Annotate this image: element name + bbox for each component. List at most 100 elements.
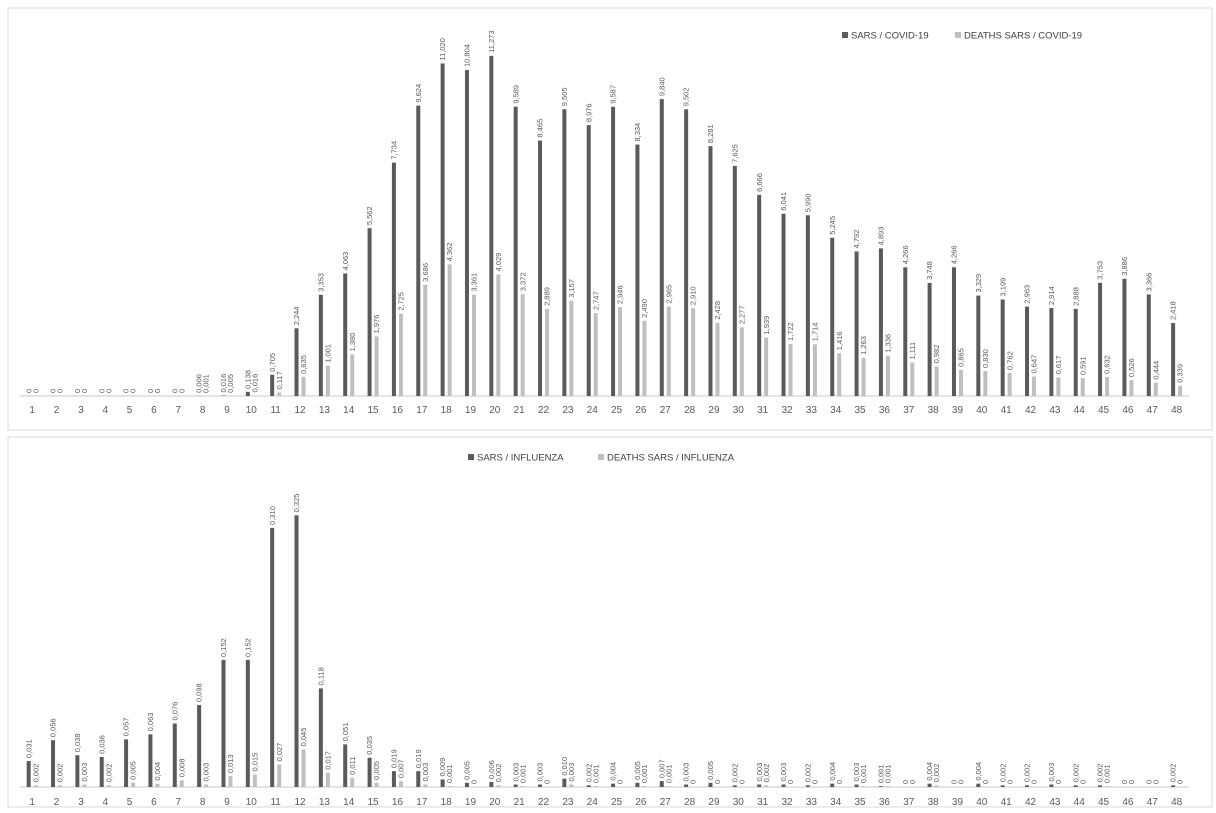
- data-label-deaths: 2,889: [543, 287, 552, 306]
- data-label-deaths: 0: [1005, 780, 1014, 784]
- data-label-main: 8,976: [584, 103, 593, 122]
- data-label-main: 0,004: [609, 762, 618, 781]
- bar-main: [878, 786, 883, 787]
- data-label-main: 0,056: [49, 718, 58, 737]
- data-label-deaths: 0,001: [1103, 764, 1112, 783]
- bar-main: [391, 162, 396, 396]
- bar-main: [951, 267, 956, 396]
- data-label-main: 0,031: [24, 739, 33, 758]
- data-label-main: 0,002: [730, 764, 739, 783]
- data-label-deaths: 0: [129, 389, 138, 393]
- data-label-deaths: 0,002: [56, 764, 65, 783]
- bar-main: [1025, 306, 1030, 396]
- data-label-main: 0,005: [706, 761, 715, 780]
- data-label-main: 9,502: [682, 88, 691, 107]
- data-label-main: 11,273: [487, 30, 496, 52]
- data-label-main: 0,002: [1096, 764, 1105, 783]
- bar-deaths: [398, 781, 403, 787]
- bar-deaths: [33, 785, 38, 787]
- data-label-deaths: 0: [957, 780, 966, 784]
- data-label-deaths: 1,380: [348, 333, 357, 352]
- bar-main: [684, 784, 689, 787]
- bar-deaths: [861, 786, 866, 787]
- data-label-main: 9,624: [414, 84, 423, 103]
- data-label-main: 3,366: [1144, 273, 1153, 292]
- bar-main: [708, 782, 713, 787]
- data-label-main: 5,245: [828, 216, 837, 235]
- bar-main: [221, 659, 226, 787]
- data-label-deaths: 0,027: [275, 743, 284, 762]
- bar-deaths: [1153, 382, 1158, 396]
- bar-deaths: [1056, 377, 1061, 396]
- bar-deaths: [618, 307, 623, 396]
- bar-deaths: [447, 264, 452, 396]
- bar-deaths: [715, 322, 720, 396]
- x-tick-label: 21: [514, 797, 526, 808]
- data-label-main: 11,020: [438, 38, 447, 60]
- data-label-deaths: 0: [1127, 780, 1136, 784]
- bar-main: [197, 705, 202, 787]
- data-label-main: 0: [1144, 780, 1153, 784]
- data-label-deaths: 0: [616, 780, 625, 784]
- x-tick-label: 24: [587, 405, 599, 416]
- data-label-main: 0,002: [1169, 764, 1178, 783]
- bar-deaths: [374, 336, 379, 396]
- x-tick-label: 32: [781, 405, 793, 416]
- data-label-main: 0,007: [657, 759, 666, 778]
- data-label-deaths: 0: [31, 389, 40, 393]
- data-label-deaths: 2,946: [616, 285, 625, 304]
- data-label-main: 2,963: [1023, 285, 1032, 304]
- data-label-deaths: 0,003: [80, 763, 89, 782]
- data-label-deaths: 0: [908, 780, 917, 784]
- x-tick-label: 48: [1171, 797, 1183, 808]
- data-label-main: 0,003: [755, 763, 764, 782]
- x-tick-label: 8: [200, 797, 206, 808]
- x-tick-label: 47: [1147, 797, 1159, 808]
- bar-deaths: [885, 786, 890, 787]
- data-label-deaths: 0,982: [932, 345, 941, 364]
- data-label-deaths: 0,762: [1005, 351, 1014, 370]
- bar-main: [489, 781, 494, 787]
- bar-main: [1146, 294, 1151, 396]
- data-label-main: 0,006: [487, 760, 496, 779]
- x-tick-label: 38: [928, 405, 940, 416]
- legend-swatch-deaths-influenza: [598, 454, 604, 460]
- bar-main: [99, 756, 104, 787]
- bar-main: [538, 140, 543, 396]
- bar-main: [416, 771, 421, 787]
- x-tick-label: 25: [611, 405, 623, 416]
- data-label-main: 0,001: [877, 764, 886, 783]
- data-label-main: 0,006: [195, 374, 204, 393]
- bar-deaths: [1178, 385, 1183, 396]
- data-label-main: 4,792: [852, 230, 861, 249]
- data-label-deaths: 0: [177, 389, 186, 393]
- bar-deaths: [1105, 786, 1110, 787]
- data-label-main: 0,098: [195, 683, 204, 702]
- data-label-deaths: 0: [737, 780, 746, 784]
- data-label-deaths: 0,001: [859, 764, 868, 783]
- bar-deaths: [958, 369, 963, 396]
- x-tick-label: 30: [733, 405, 745, 416]
- data-label-deaths: 0: [56, 389, 65, 393]
- data-label-deaths: 0: [1030, 780, 1039, 784]
- data-label-main: 0,076: [170, 702, 179, 721]
- x-tick-label: 21: [514, 405, 526, 416]
- data-label-main: 0: [97, 389, 106, 393]
- x-tick-label: 43: [1049, 405, 1061, 416]
- bar-main: [659, 99, 664, 396]
- data-label-main: 0,019: [414, 749, 423, 768]
- data-label-main: 0,002: [803, 764, 812, 783]
- data-label-main: 0,016: [219, 374, 228, 393]
- x-tick-label: 39: [952, 405, 964, 416]
- x-tick-label: 1: [29, 405, 35, 416]
- data-label-deaths: 0,339: [1176, 364, 1185, 383]
- data-label-deaths: 1,001: [323, 344, 332, 363]
- data-label-deaths: 3,361: [470, 273, 479, 292]
- bar-main: [976, 295, 981, 396]
- bar-main: [464, 782, 469, 787]
- bar-deaths: [569, 300, 574, 396]
- bar-main: [562, 778, 567, 787]
- bar-deaths: [350, 777, 355, 787]
- data-label-main: 3,886: [1120, 257, 1129, 276]
- x-tick-label: 11: [270, 797, 281, 808]
